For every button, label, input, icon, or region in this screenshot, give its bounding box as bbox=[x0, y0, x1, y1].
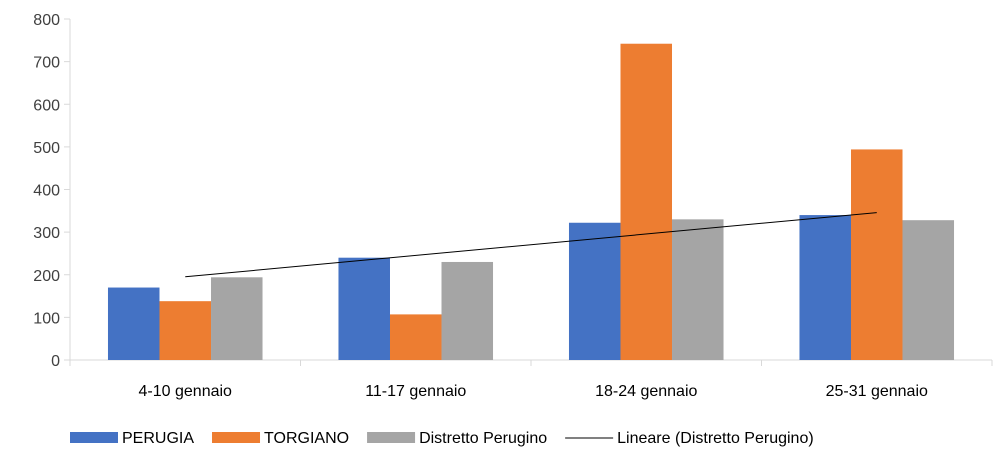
legend-label: Lineare (Distretto Perugino) bbox=[617, 430, 814, 447]
bars bbox=[107, 43, 955, 360]
bar-torgiano bbox=[159, 301, 212, 360]
bar-distretto-perugino bbox=[672, 219, 724, 360]
bar-perugia bbox=[338, 257, 390, 360]
bar-torgiano bbox=[620, 43, 673, 360]
bar-torgiano bbox=[850, 149, 903, 360]
legend: PERUGIA TORGIANO Distretto Perugino Lineare… bbox=[70, 430, 814, 447]
y-tick-label: 500 bbox=[33, 140, 60, 157]
x-category-label: 4-10 gennaio bbox=[139, 383, 233, 400]
trendline bbox=[185, 212, 877, 278]
y-axis: 0 100 200 300 400 500 600 700 800 bbox=[33, 12, 71, 370]
legend-label: Distretto Perugino bbox=[419, 430, 547, 447]
legend-label: PERUGIA bbox=[122, 430, 194, 447]
bar-perugia bbox=[107, 287, 160, 360]
y-tick-label: 400 bbox=[33, 183, 60, 200]
x-category-label: 18-24 gennaio bbox=[595, 383, 697, 400]
y-tick-label: 700 bbox=[33, 55, 60, 72]
legend-swatch bbox=[212, 432, 261, 443]
legend-swatch bbox=[367, 432, 416, 443]
y-tick-label: 300 bbox=[33, 225, 60, 242]
y-tick-label: 600 bbox=[33, 97, 60, 114]
bar-distretto-perugino bbox=[441, 261, 494, 360]
legend-label: TORGIANO bbox=[264, 430, 349, 447]
y-tick-label: 800 bbox=[33, 12, 60, 29]
x-category-label: 25-31 gennaio bbox=[826, 383, 928, 400]
trendline-line bbox=[185, 212, 877, 278]
x-axis: 4-10 gennaio 11-17 gennaio 18-24 gennaio 25… bbox=[69, 359, 993, 400]
bar-perugia bbox=[568, 222, 621, 360]
x-category-label: 11-17 gennaio bbox=[365, 383, 466, 400]
y-tick-label: 100 bbox=[33, 310, 60, 327]
bar-torgiano bbox=[389, 314, 442, 360]
y-tick-label: 200 bbox=[33, 268, 60, 285]
y-tick-label: 0 bbox=[51, 353, 60, 370]
legend-swatch bbox=[70, 432, 118, 443]
bar-distretto-perugino bbox=[211, 277, 263, 360]
bar-distretto-perugino bbox=[902, 220, 955, 360]
bar-perugia bbox=[799, 215, 851, 360]
